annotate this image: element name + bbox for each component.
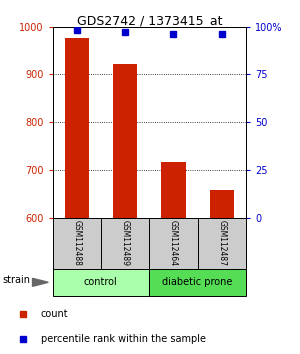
Bar bbox=[149, 218, 198, 269]
Bar bbox=[64, 39, 89, 218]
Bar bbox=[52, 218, 101, 269]
Text: count: count bbox=[40, 309, 68, 320]
Text: control: control bbox=[84, 277, 118, 287]
Text: GDS2742 / 1373415_at: GDS2742 / 1373415_at bbox=[77, 14, 223, 27]
Text: GSM112489: GSM112489 bbox=[121, 221, 130, 266]
Text: GSM112487: GSM112487 bbox=[217, 221, 226, 266]
Bar bbox=[149, 269, 246, 296]
Text: percentile rank within the sample: percentile rank within the sample bbox=[40, 333, 206, 344]
Text: GSM112488: GSM112488 bbox=[72, 221, 81, 266]
Text: strain: strain bbox=[3, 275, 31, 285]
Text: GSM112464: GSM112464 bbox=[169, 220, 178, 267]
Polygon shape bbox=[32, 278, 48, 286]
Bar bbox=[101, 218, 149, 269]
Bar bbox=[161, 162, 185, 218]
Bar bbox=[52, 269, 149, 296]
Bar bbox=[198, 218, 246, 269]
Text: diabetic prone: diabetic prone bbox=[162, 277, 233, 287]
Bar bbox=[210, 190, 234, 218]
Bar bbox=[113, 64, 137, 218]
